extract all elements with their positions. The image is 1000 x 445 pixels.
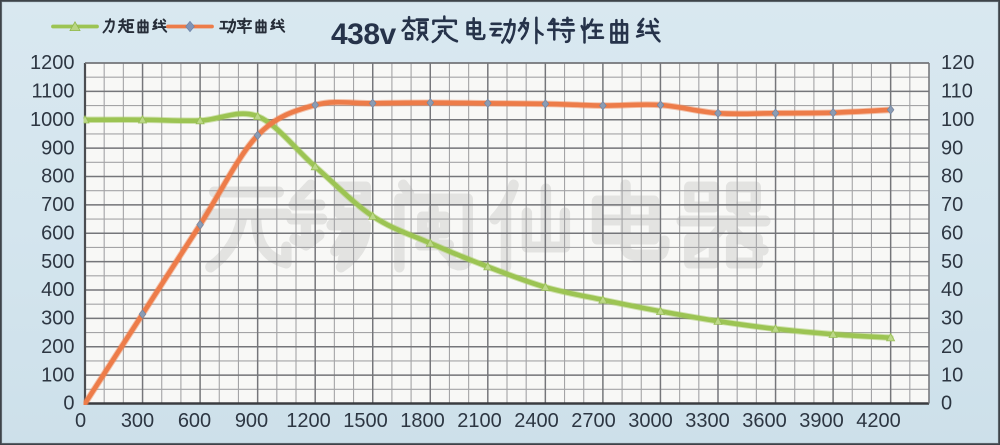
svg-text:200: 200 [41,336,74,358]
svg-text:3900: 3900 [799,410,844,432]
svg-text:800: 800 [41,166,74,188]
svg-text:120: 120 [941,52,974,74]
svg-text:20: 20 [941,336,963,358]
svg-text:40: 40 [941,279,963,301]
svg-text:400: 400 [41,279,74,301]
svg-text:3000: 3000 [628,410,673,432]
svg-text:100: 100 [941,109,974,131]
svg-text:80: 80 [941,166,963,188]
svg-text:600: 600 [41,222,74,244]
svg-text:1500: 1500 [343,410,388,432]
svg-text:3300: 3300 [685,410,730,432]
svg-text:438v: 438v [331,18,397,51]
svg-text:100: 100 [41,364,74,386]
svg-text:600: 600 [178,410,211,432]
svg-text:10: 10 [941,364,963,386]
svg-text:1200: 1200 [30,52,75,74]
svg-text:900: 900 [41,137,74,159]
svg-text:1800: 1800 [400,410,445,432]
svg-text:1200: 1200 [286,410,331,432]
svg-text:110: 110 [941,81,973,103]
svg-text:60: 60 [941,222,963,244]
svg-text:700: 700 [41,194,74,216]
svg-text:70: 70 [941,194,963,216]
svg-text:1100: 1100 [31,81,74,103]
svg-text:0: 0 [75,410,86,432]
svg-text:30: 30 [941,308,963,330]
svg-text:50: 50 [941,251,963,273]
svg-text:1000: 1000 [30,109,75,131]
svg-text:90: 90 [941,137,963,159]
svg-text:2400: 2400 [514,410,559,432]
svg-text:3600: 3600 [742,410,787,432]
svg-text:0: 0 [941,393,952,415]
svg-text:2100: 2100 [457,410,502,432]
svg-text:2700: 2700 [571,410,616,432]
svg-text:0: 0 [63,393,74,415]
svg-text:4200: 4200 [856,410,901,432]
svg-text:900: 900 [235,410,268,432]
svg-text:500: 500 [41,251,74,273]
svg-text:300: 300 [121,410,154,432]
svg-text:300: 300 [41,308,74,330]
